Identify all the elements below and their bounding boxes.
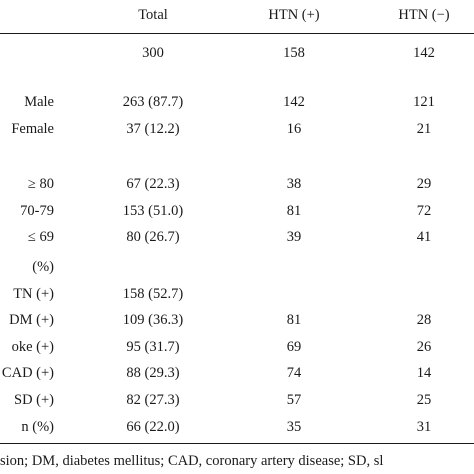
row-htn-positive: 81 xyxy=(286,203,302,219)
row-total: 80 (26.7) xyxy=(126,229,180,245)
row-total: 82 (27.3) xyxy=(126,392,180,408)
row-label: 70-79 xyxy=(20,203,54,219)
row-total: 109 (36.3) xyxy=(122,312,184,328)
row-htn-positive: 38 xyxy=(286,176,302,192)
row-htn-positive: 16 xyxy=(286,121,302,137)
row-label: n (%) xyxy=(21,419,54,435)
row-htn-negative: 28 xyxy=(416,312,432,328)
row-label: Male xyxy=(24,94,54,110)
row-label: ≥ 80 xyxy=(27,176,54,192)
row-label: TN (+) xyxy=(13,286,54,302)
row-label: DM (+) xyxy=(9,312,54,328)
row-total: 95 (31.7) xyxy=(126,339,180,355)
row-total: 88 (29.3) xyxy=(126,365,180,381)
row-total: 300 xyxy=(142,45,164,61)
row-total: 37 (12.2) xyxy=(126,121,180,137)
row-htn-positive: 74 xyxy=(286,365,302,381)
table-footnote: sion; DM, diabetes mellitus; CAD, corona… xyxy=(0,453,384,469)
row-htn-negative: 25 xyxy=(416,392,432,408)
row-htn-positive: 57 xyxy=(286,392,302,408)
bottom-rule xyxy=(0,443,474,444)
row-htn-positive: 39 xyxy=(286,229,302,245)
row-htn-positive: 35 xyxy=(286,419,302,435)
row-total: 263 (87.7) xyxy=(122,94,184,110)
row-htn-negative: 21 xyxy=(416,121,432,137)
header-total: Total xyxy=(138,7,168,23)
row-htn-negative: 31 xyxy=(416,419,432,435)
row-label: ≤ 69 xyxy=(27,229,54,245)
header-rule xyxy=(0,33,474,34)
row-label: SD (+) xyxy=(14,392,54,408)
row-total: 158 (52.7) xyxy=(122,286,184,302)
row-total: 67 (22.3) xyxy=(126,176,180,192)
row-label: (%) xyxy=(32,259,54,275)
header-htn-positive: HTN (+) xyxy=(268,7,320,23)
row-htn-negative: 26 xyxy=(416,339,432,355)
row-htn-negative: 72 xyxy=(416,203,432,219)
row-htn-positive: 142 xyxy=(283,94,305,110)
row-total: 66 (22.0) xyxy=(126,419,180,435)
row-label: oke (+) xyxy=(11,339,54,355)
row-total: 153 (51.0) xyxy=(122,203,184,219)
row-htn-negative: 29 xyxy=(416,176,432,192)
row-label: Female xyxy=(11,121,54,137)
row-htn-positive: 69 xyxy=(286,339,302,355)
row-htn-positive: 158 xyxy=(283,45,305,61)
row-label: CAD (+) xyxy=(1,365,54,381)
row-htn-negative: 14 xyxy=(416,365,432,381)
row-htn-negative: 41 xyxy=(416,229,432,245)
row-htn-negative: 142 xyxy=(413,45,435,61)
row-htn-negative: 121 xyxy=(413,94,435,110)
header-htn-negative: HTN (−) xyxy=(398,7,450,23)
row-htn-positive: 81 xyxy=(286,312,302,328)
